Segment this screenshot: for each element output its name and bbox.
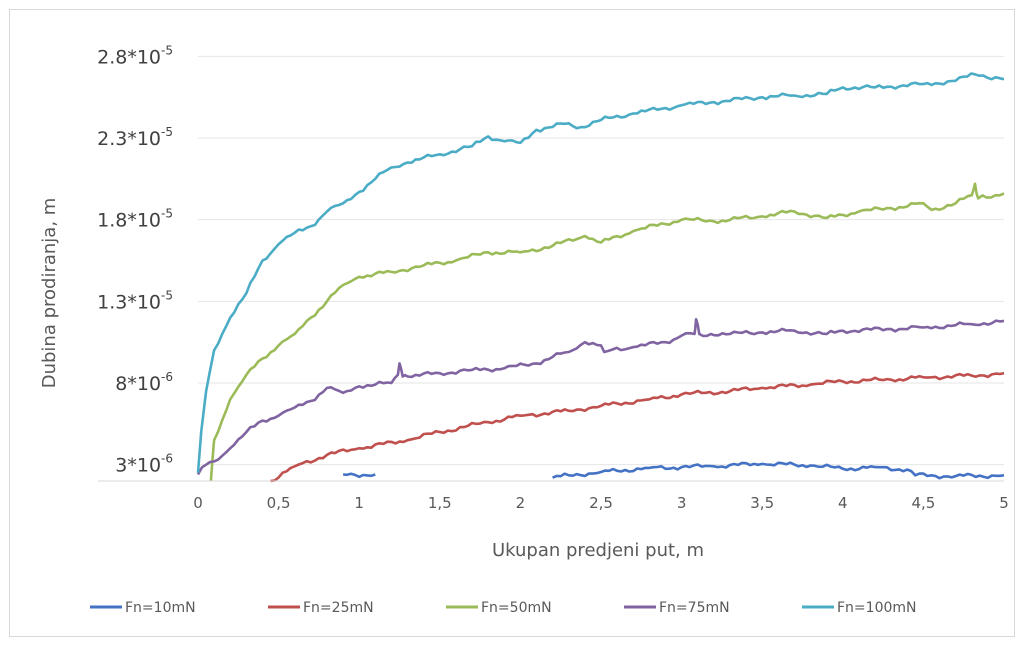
x-tick-label: 1,5 [428, 494, 452, 512]
x-tick-label: 4 [838, 494, 848, 512]
y-tick-label: 1.3*10-5 [97, 288, 173, 313]
y-tick-label: 2.8*10-5 [97, 43, 173, 68]
series-line [270, 371, 1005, 483]
legend-label: Fn=25mN [303, 600, 374, 616]
series-line [196, 318, 1005, 476]
series-line [196, 72, 1005, 473]
y-tick-label: 3*10-6 [115, 452, 173, 477]
series-line [343, 472, 376, 479]
x-tick-label: 1 [354, 494, 364, 512]
legend-label: Fn=50mN [481, 600, 552, 616]
legend: Fn=10mN Fn=25mN Fn=50mN Fn=75mN Fn=100mN [90, 600, 917, 616]
x-tick-label: 4,5 [911, 494, 935, 512]
legend-label: Fn=75mN [659, 600, 730, 616]
series-4 [196, 72, 1005, 473]
x-tick-label: 5 [999, 494, 1009, 512]
x-tick-label: 2,5 [589, 494, 613, 512]
series-3 [196, 318, 1005, 476]
x-tick-labels: 0 0,5 1 1,5 2 2,5 3 3,5 4 4,5 5 [193, 494, 1009, 512]
x-tick-label: 2 [516, 494, 526, 512]
legend-label: Fn=100mN [837, 600, 917, 616]
series-1 [270, 371, 1005, 483]
series-lines [196, 72, 1005, 483]
y-tick-label: 8*10-6 [115, 370, 173, 395]
series-2 [209, 182, 1005, 482]
legend-label: Fn=10mN [125, 600, 196, 616]
y-axis-title: Dubina prodiranja, m [39, 198, 60, 389]
series-line [209, 182, 1005, 482]
chart-frame [9, 9, 1015, 637]
x-tick-label: 3 [677, 494, 687, 512]
gridlines [198, 55, 1004, 466]
series-line [552, 461, 1005, 480]
x-axis-title: Ukupan predjeni put, m [492, 540, 704, 561]
x-tick-label: 3,5 [750, 494, 774, 512]
x-tick-label: 0,5 [267, 494, 291, 512]
y-tick-labels: 2.8*10-5 2.3*10-5 1.8*10-5 1.3*10-5 8*10-6 3*… [97, 43, 173, 476]
y-tick-label: 1.8*10-5 [97, 207, 173, 232]
y-tick-label: 2.3*10-5 [97, 125, 173, 150]
series-0 [343, 461, 1005, 480]
x-tick-label: 0 [193, 494, 203, 512]
